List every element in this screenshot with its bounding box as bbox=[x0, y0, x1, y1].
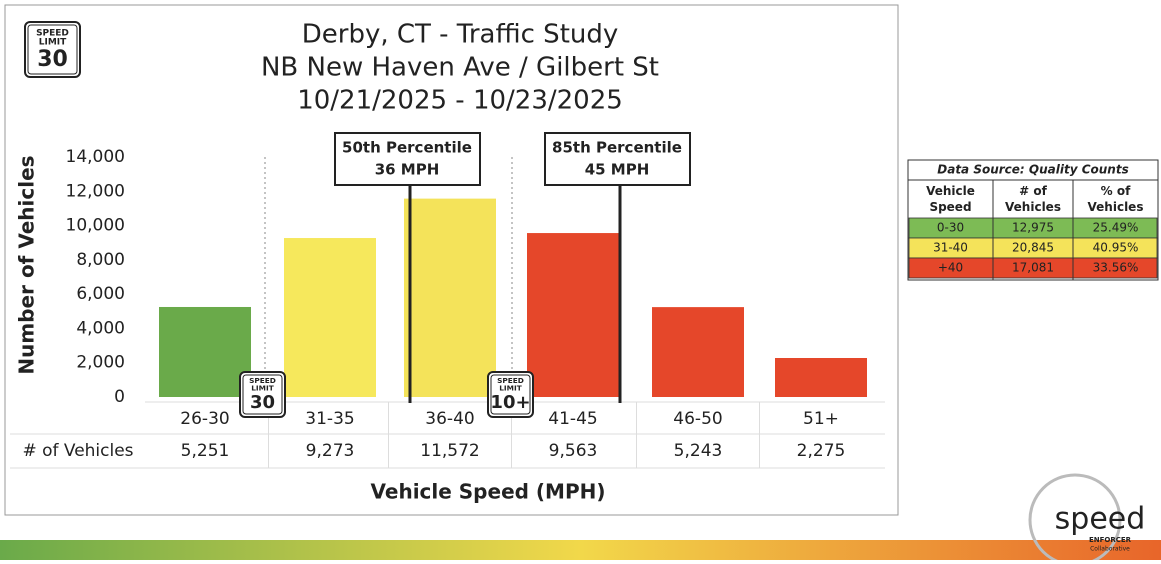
table-value: 9,273 bbox=[306, 441, 355, 461]
x-tick-label: 41-45 bbox=[548, 409, 597, 429]
side-table-cell: 40.95% bbox=[1093, 241, 1139, 255]
side-table-header: % of Vehicles bbox=[1088, 184, 1144, 214]
side-table-title: Data Source: Quality Counts bbox=[937, 163, 1128, 177]
callout-label: 50th Percentile bbox=[342, 139, 472, 157]
speed-sign bbox=[239, 371, 286, 418]
y-tick-label: 10,000 bbox=[66, 216, 125, 236]
y-axis-label: Number of Vehicles bbox=[15, 155, 39, 374]
table-value: 2,275 bbox=[797, 441, 846, 461]
table-value: 9,563 bbox=[549, 441, 598, 461]
chart-subtitle: NB New Haven Ave / Gilbert St bbox=[261, 53, 659, 83]
x-tick-label: 31-35 bbox=[305, 409, 354, 429]
speed-sign-inner bbox=[242, 374, 283, 415]
logo-line1: ENFORCER bbox=[1089, 536, 1132, 544]
bar bbox=[775, 358, 867, 397]
logo: speed ENFORCER Collaborative bbox=[1028, 473, 1146, 564]
side-table-cell: 12,975 bbox=[1012, 221, 1054, 235]
y-tick-label: 4,000 bbox=[76, 318, 125, 338]
sign-top: SPEED bbox=[249, 376, 276, 385]
table-value: 5,251 bbox=[181, 441, 230, 461]
table-value: 11,572 bbox=[420, 441, 479, 461]
side-table-cell: 0-30 bbox=[937, 221, 964, 235]
bar bbox=[159, 306, 251, 397]
sign-middle: LIMIT bbox=[499, 383, 522, 392]
sign-value: 30 bbox=[250, 392, 275, 413]
side-table-cell: 25.49% bbox=[1093, 221, 1139, 235]
callout-text: 45 MPH bbox=[585, 161, 650, 179]
callout-text: 36 MPH bbox=[375, 161, 440, 179]
callout-box bbox=[334, 132, 481, 186]
side-table-cell: 20,845 bbox=[1012, 241, 1054, 255]
table-value: 5,243 bbox=[674, 441, 723, 461]
logo-line2: Collaborative bbox=[1090, 546, 1130, 553]
y-tick-label: 12,000 bbox=[66, 181, 125, 201]
x-tick-label: 36-40 bbox=[425, 409, 474, 429]
y-tick-label: 6,000 bbox=[76, 284, 125, 304]
sign-top: SPEED bbox=[36, 29, 69, 39]
x-tick-label: 46-50 bbox=[673, 409, 722, 429]
logo-name: speed bbox=[1055, 502, 1146, 537]
side-table-header: Vehicle Speed bbox=[926, 184, 975, 214]
sign-value: 10+ bbox=[490, 392, 530, 413]
side-table-cell: 33.56% bbox=[1093, 261, 1139, 275]
side-table-cell: +40 bbox=[938, 261, 963, 275]
x-tick-label: 51+ bbox=[803, 409, 839, 429]
chart-title: Derby, CT - Traffic Study bbox=[302, 20, 619, 50]
sign-top: SPEED bbox=[497, 376, 524, 385]
y-tick-label: 14,000 bbox=[66, 147, 125, 167]
table-row-label: # of Vehicles bbox=[22, 441, 133, 461]
speed-sign-inner bbox=[27, 24, 78, 75]
side-table-row bbox=[908, 257, 1158, 279]
side-table-cell: 31-40 bbox=[933, 241, 968, 255]
x-axis-label: Vehicle Speed (MPH) bbox=[371, 480, 606, 504]
sign-value: 30 bbox=[37, 47, 68, 72]
y-tick-label: 0 bbox=[114, 387, 125, 407]
y-tick-label: 2,000 bbox=[76, 353, 125, 373]
bar bbox=[652, 307, 744, 397]
side-table-cell: 17,081 bbox=[1012, 261, 1054, 275]
callout-box bbox=[544, 132, 691, 186]
sign-middle: LIMIT bbox=[39, 38, 67, 48]
bar bbox=[527, 233, 619, 397]
callout-label: 85th Percentile bbox=[552, 139, 682, 157]
date-range: 10/21/2025 - 10/23/2025 bbox=[297, 86, 623, 116]
logo-ring bbox=[1028, 473, 1122, 564]
y-tick-label: 8,000 bbox=[76, 250, 125, 270]
side-table-header: # of Vehicles bbox=[1005, 184, 1061, 214]
speed-sign-inner bbox=[490, 374, 531, 415]
speed-sign bbox=[487, 371, 534, 418]
footer-band bbox=[0, 540, 1161, 560]
speed-sign bbox=[24, 21, 81, 78]
x-tick-label: 26-30 bbox=[180, 409, 229, 429]
bar bbox=[404, 198, 496, 397]
bar bbox=[284, 238, 376, 397]
sign-middle: LIMIT bbox=[251, 383, 274, 392]
